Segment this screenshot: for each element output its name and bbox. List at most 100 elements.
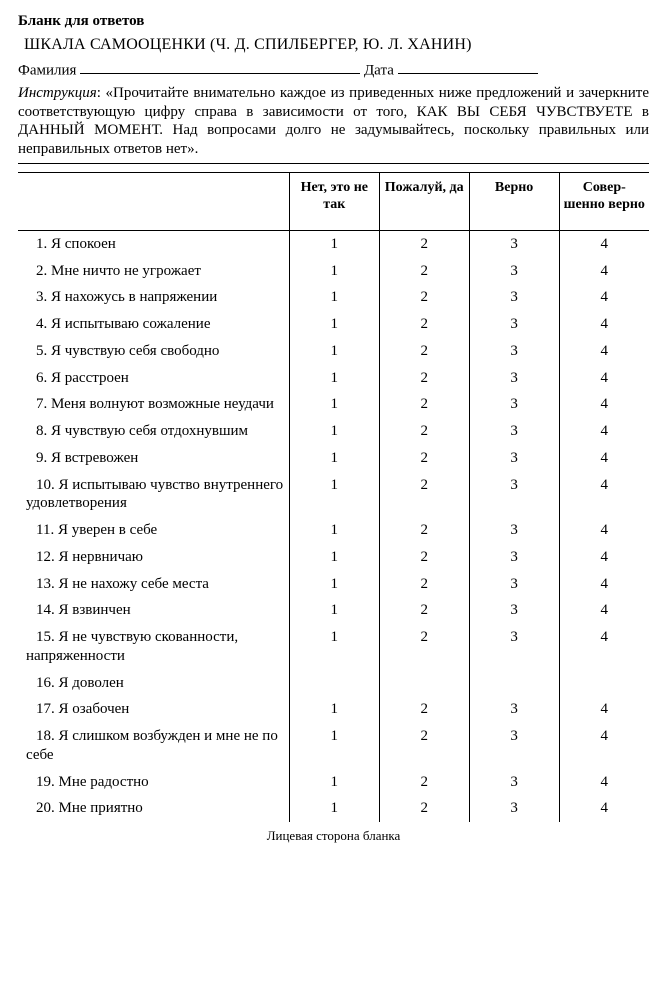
answer-cell-4[interactable]: 4 (559, 338, 649, 365)
page-title: ШКАЛА САМООЦЕНКИ (Ч. Д. СПИЛБЕРГЕР, Ю. Л… (24, 35, 649, 55)
answer-cell-1[interactable]: 1 (289, 311, 379, 338)
answer-cell-4[interactable]: 4 (559, 544, 649, 571)
answer-cell-1[interactable]: 1 (289, 391, 379, 418)
answer-cell-2[interactable]: 2 (379, 571, 469, 598)
answer-cell-4[interactable]: 4 (559, 571, 649, 598)
question-text: 18. Я слишком возбужден и мне не по себе (18, 723, 289, 769)
answer-cell-1[interactable]: 1 (289, 571, 379, 598)
answer-cell-4[interactable]: 4 (559, 769, 649, 796)
answer-cell-1[interactable]: 1 (289, 472, 379, 518)
answer-cell-3[interactable]: 3 (469, 517, 559, 544)
question-text: 4. Я испытываю сожаление (18, 311, 289, 338)
answer-cell-1[interactable] (289, 670, 379, 697)
col-3: Верно (469, 172, 559, 230)
answer-cell-4[interactable]: 4 (559, 517, 649, 544)
date-label: Дата (364, 62, 394, 78)
answer-cell-1[interactable]: 1 (289, 365, 379, 392)
answer-cell-3[interactable]: 3 (469, 284, 559, 311)
table-row: 6. Я расстроен1234 (18, 365, 649, 392)
answer-cell-1[interactable]: 1 (289, 795, 379, 822)
table-row: 17. Я озабочен1234 (18, 696, 649, 723)
answer-cell-2[interactable]: 2 (379, 418, 469, 445)
answer-cell-3[interactable]: 3 (469, 230, 559, 257)
answer-cell-3[interactable]: 3 (469, 365, 559, 392)
answer-cell-3[interactable]: 3 (469, 338, 559, 365)
answer-cell-2[interactable]: 2 (379, 365, 469, 392)
answer-cell-4[interactable]: 4 (559, 445, 649, 472)
answer-cell-1[interactable]: 1 (289, 445, 379, 472)
table-row: 4. Я испытываю сожаление1234 (18, 311, 649, 338)
answer-cell-3[interactable]: 3 (469, 258, 559, 285)
answer-cell-2[interactable]: 2 (379, 284, 469, 311)
table-row: 14. Я взвинчен1234 (18, 597, 649, 624)
answer-cell-2[interactable]: 2 (379, 544, 469, 571)
answer-cell-1[interactable]: 1 (289, 517, 379, 544)
table-row: 9. Я встревожен1234 (18, 445, 649, 472)
answer-cell-4[interactable]: 4 (559, 472, 649, 518)
answer-cell-2[interactable]: 2 (379, 258, 469, 285)
answer-cell-3[interactable]: 3 (469, 624, 559, 670)
answer-cell-3[interactable]: 3 (469, 795, 559, 822)
answer-cell-4[interactable]: 4 (559, 723, 649, 769)
answer-cell-2[interactable]: 2 (379, 391, 469, 418)
answer-cell-2[interactable]: 2 (379, 472, 469, 518)
question-text: 2. Мне ничто не угрожает (18, 258, 289, 285)
answer-cell-2[interactable]: 2 (379, 723, 469, 769)
answer-cell-3[interactable]: 3 (469, 445, 559, 472)
meta-line: Фамилия Дата (18, 59, 649, 80)
answer-cell-3[interactable]: 3 (469, 544, 559, 571)
answer-cell-4[interactable] (559, 670, 649, 697)
answer-cell-1[interactable]: 1 (289, 624, 379, 670)
answer-cell-4[interactable]: 4 (559, 418, 649, 445)
answer-cell-2[interactable]: 2 (379, 597, 469, 624)
answer-cell-4[interactable]: 4 (559, 284, 649, 311)
answer-cell-4[interactable]: 4 (559, 365, 649, 392)
answer-cell-2[interactable]: 2 (379, 696, 469, 723)
answer-cell-4[interactable]: 4 (559, 597, 649, 624)
answer-cell-3[interactable]: 3 (469, 769, 559, 796)
answer-cell-2[interactable]: 2 (379, 230, 469, 257)
question-text: 13. Я не нахожу себе места (18, 571, 289, 598)
answer-cell-3[interactable]: 3 (469, 723, 559, 769)
answer-cell-2[interactable]: 2 (379, 338, 469, 365)
col-1: Нет, это не так (289, 172, 379, 230)
answer-cell-1[interactable]: 1 (289, 597, 379, 624)
answer-cell-3[interactable]: 3 (469, 696, 559, 723)
answer-cell-1[interactable]: 1 (289, 258, 379, 285)
answer-cell-2[interactable]: 2 (379, 624, 469, 670)
answer-cell-4[interactable]: 4 (559, 230, 649, 257)
answer-cell-4[interactable]: 4 (559, 391, 649, 418)
answer-cell-2[interactable] (379, 670, 469, 697)
answer-cell-4[interactable]: 4 (559, 258, 649, 285)
surname-field[interactable] (80, 59, 360, 74)
table-row: 19. Мне радостно1234 (18, 769, 649, 796)
answer-cell-2[interactable]: 2 (379, 795, 469, 822)
answer-cell-1[interactable]: 1 (289, 230, 379, 257)
answer-cell-3[interactable] (469, 670, 559, 697)
answer-cell-3[interactable]: 3 (469, 472, 559, 518)
answer-cell-1[interactable]: 1 (289, 418, 379, 445)
answer-cell-1[interactable]: 1 (289, 723, 379, 769)
answer-cell-3[interactable]: 3 (469, 391, 559, 418)
answer-cell-4[interactable]: 4 (559, 795, 649, 822)
table-row: 5. Я чувствую себя свободно1234 (18, 338, 649, 365)
answer-cell-1[interactable]: 1 (289, 769, 379, 796)
answer-cell-1[interactable]: 1 (289, 284, 379, 311)
answer-cell-3[interactable]: 3 (469, 571, 559, 598)
answer-cell-1[interactable]: 1 (289, 696, 379, 723)
answer-cell-2[interactable]: 2 (379, 445, 469, 472)
answer-cell-4[interactable]: 4 (559, 696, 649, 723)
question-text: 17. Я озабочен (18, 696, 289, 723)
answer-cell-4[interactable]: 4 (559, 624, 649, 670)
answer-cell-3[interactable]: 3 (469, 311, 559, 338)
answer-cell-1[interactable]: 1 (289, 338, 379, 365)
answer-cell-2[interactable]: 2 (379, 769, 469, 796)
table-row: 10. Я испытываю чувство внутреннего удов… (18, 472, 649, 518)
date-field[interactable] (398, 59, 538, 74)
answer-cell-2[interactable]: 2 (379, 517, 469, 544)
answer-cell-3[interactable]: 3 (469, 597, 559, 624)
answer-cell-2[interactable]: 2 (379, 311, 469, 338)
answer-cell-1[interactable]: 1 (289, 544, 379, 571)
answer-cell-4[interactable]: 4 (559, 311, 649, 338)
answer-cell-3[interactable]: 3 (469, 418, 559, 445)
